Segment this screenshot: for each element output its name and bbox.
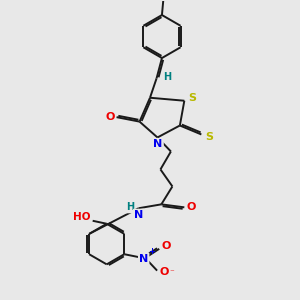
Text: O: O	[186, 202, 196, 212]
Text: O: O	[105, 112, 115, 122]
Text: H: H	[126, 202, 134, 212]
Text: O: O	[159, 267, 168, 277]
Text: O: O	[161, 242, 170, 251]
Text: N: N	[153, 139, 163, 149]
Text: ⁻: ⁻	[169, 268, 174, 277]
Text: N: N	[134, 210, 143, 220]
Text: S: S	[206, 133, 214, 142]
Text: +: +	[148, 247, 156, 256]
Text: H: H	[163, 72, 171, 82]
Text: S: S	[189, 93, 197, 103]
Text: HO: HO	[74, 212, 91, 222]
Text: N: N	[139, 254, 148, 264]
